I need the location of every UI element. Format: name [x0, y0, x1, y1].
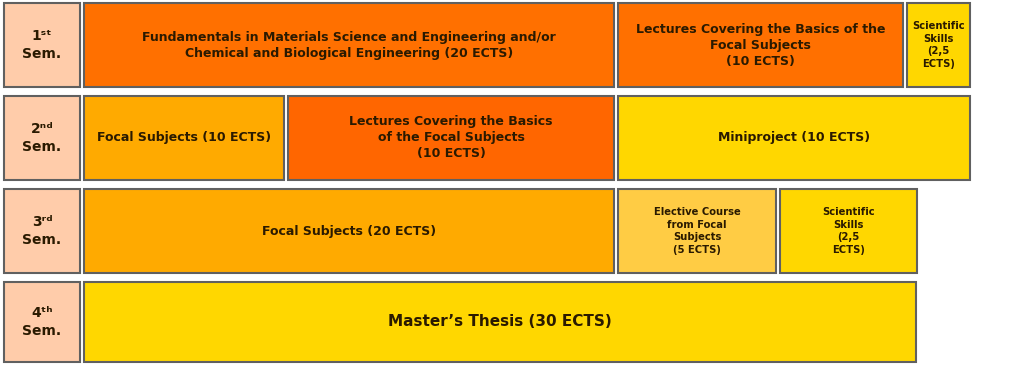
FancyBboxPatch shape	[84, 282, 916, 362]
FancyBboxPatch shape	[618, 189, 776, 273]
FancyBboxPatch shape	[4, 282, 80, 362]
FancyBboxPatch shape	[618, 96, 970, 180]
FancyBboxPatch shape	[4, 189, 80, 273]
FancyBboxPatch shape	[4, 3, 80, 87]
Text: Scientific
Skills
(2,5
ECTS): Scientific Skills (2,5 ECTS)	[822, 207, 874, 255]
FancyBboxPatch shape	[84, 96, 284, 180]
FancyBboxPatch shape	[907, 3, 970, 87]
Text: Miniproject (10 ECTS): Miniproject (10 ECTS)	[718, 131, 870, 145]
FancyBboxPatch shape	[4, 96, 80, 180]
Text: 4ᵗʰ
Sem.: 4ᵗʰ Sem.	[23, 306, 61, 338]
Text: Elective Course
from Focal
Subjects
(5 ECTS): Elective Course from Focal Subjects (5 E…	[653, 207, 740, 255]
FancyBboxPatch shape	[780, 189, 918, 273]
Text: Focal Subjects (20 ECTS): Focal Subjects (20 ECTS)	[262, 225, 436, 237]
Text: Focal Subjects (10 ECTS): Focal Subjects (10 ECTS)	[97, 131, 271, 145]
FancyBboxPatch shape	[84, 3, 614, 87]
Text: 3ʳᵈ
Sem.: 3ʳᵈ Sem.	[23, 215, 61, 247]
FancyBboxPatch shape	[618, 3, 903, 87]
FancyBboxPatch shape	[288, 96, 614, 180]
FancyBboxPatch shape	[84, 189, 614, 273]
Text: Master’s Thesis (30 ECTS): Master’s Thesis (30 ECTS)	[388, 315, 612, 330]
Text: 1ˢᵗ
Sem.: 1ˢᵗ Sem.	[23, 29, 61, 61]
Text: Lectures Covering the Basics of the
Focal Subjects
(10 ECTS): Lectures Covering the Basics of the Foca…	[636, 22, 886, 68]
Text: Lectures Covering the Basics
of the Focal Subjects
(10 ECTS): Lectures Covering the Basics of the Foca…	[349, 116, 553, 160]
Text: Scientific
Skills
(2,5
ECTS): Scientific Skills (2,5 ECTS)	[912, 21, 965, 69]
Text: Fundamentals in Materials Science and Engineering and/or
Chemical and Biological: Fundamentals in Materials Science and En…	[142, 30, 556, 59]
Text: 2ⁿᵈ
Sem.: 2ⁿᵈ Sem.	[23, 122, 61, 154]
